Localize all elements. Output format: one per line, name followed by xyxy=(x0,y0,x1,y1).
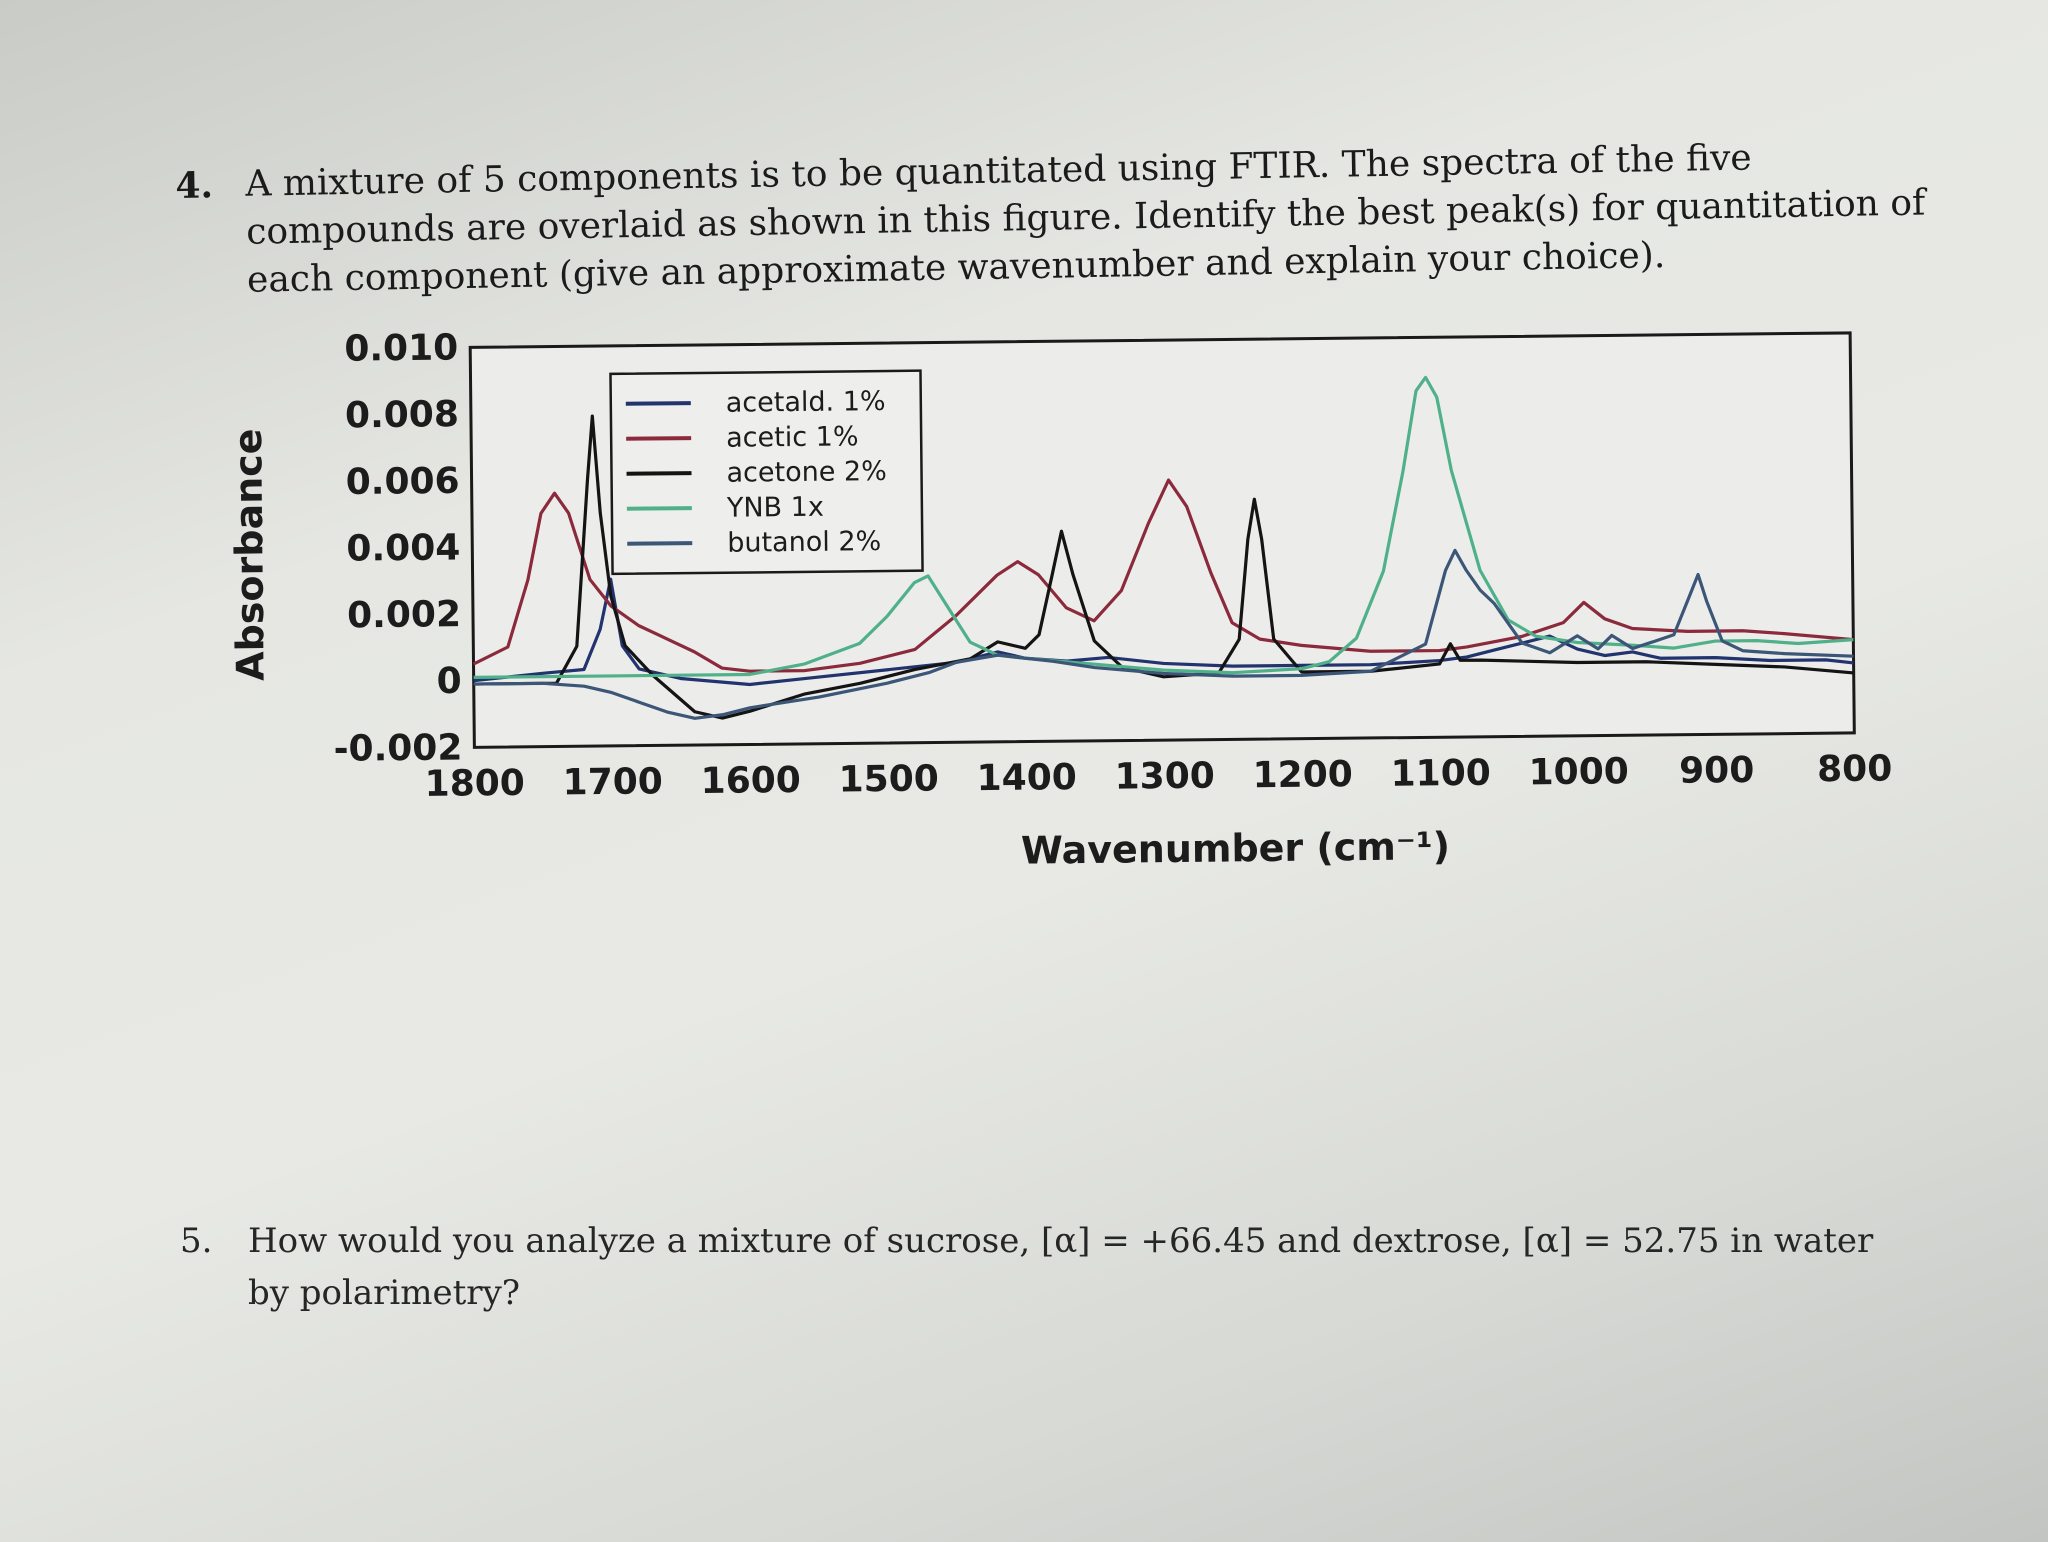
x-tick-label: 900 xyxy=(1679,750,1755,792)
question-5-text: How would you analyze a mixture of sucro… xyxy=(248,1215,1873,1319)
legend-label: butanol 2% xyxy=(727,526,881,559)
x-tick-label: 1100 xyxy=(1390,753,1491,795)
legend: acetald. 1% acetic 1% acetone 2% YNB 1x … xyxy=(609,369,924,576)
series-line xyxy=(473,577,1854,687)
legend-label: acetic 1% xyxy=(726,421,859,453)
x-tick-label: 1200 xyxy=(1252,754,1353,796)
x-tick-labels: 1800 1700 1600 1500 1400 1300 1200 1100 … xyxy=(424,749,1892,805)
y-tick-label: 0.008 xyxy=(345,394,459,436)
legend-swatch xyxy=(626,506,692,511)
x-tick-label: 1300 xyxy=(1114,756,1215,798)
x-tick-label: 1600 xyxy=(700,760,801,802)
y-tick-label: 0 xyxy=(436,661,461,702)
question-4: 4. A mixture of 5 components is to be qu… xyxy=(175,132,1926,300)
x-tick-label: 1700 xyxy=(562,761,663,803)
series-line xyxy=(473,548,1854,720)
y-tick-label: 0.002 xyxy=(347,594,461,636)
series-line xyxy=(473,414,1854,720)
y-tick-label: 0.010 xyxy=(344,328,458,370)
x-tick-label: 1800 xyxy=(424,763,525,805)
legend-swatch xyxy=(627,541,693,546)
y-tick-labels: 0.010 0.008 0.006 0.004 0.002 0 -0.002 xyxy=(333,328,462,770)
legend-label: acetald. 1% xyxy=(726,386,886,419)
series-line xyxy=(473,375,1854,679)
legend-label: acetone 2% xyxy=(726,456,887,489)
ftir-spectra-chart: 0.010 0.008 0.006 0.004 0.002 0 -0.002 1… xyxy=(226,328,1892,873)
x-tick-label: 1000 xyxy=(1528,751,1629,793)
series-lines xyxy=(472,375,1854,720)
question-5-line: How would you analyze a mixture of sucro… xyxy=(248,1221,1874,1261)
x-tick-label: 1500 xyxy=(838,758,939,800)
y-axis-label: Absorbance xyxy=(226,428,273,681)
legend-swatch xyxy=(626,436,692,441)
x-tick-label: 800 xyxy=(1817,749,1893,791)
question-4-number: 4. xyxy=(175,164,214,207)
legend-label: YNB 1x xyxy=(726,492,824,524)
legend-box xyxy=(609,369,924,576)
question-5-number: 5. xyxy=(180,1221,213,1261)
x-tick-label: 1400 xyxy=(976,757,1077,799)
question-4-text: A mixture of 5 components is to be quant… xyxy=(245,131,1927,304)
y-tick-label: 0.004 xyxy=(346,527,460,569)
series-line xyxy=(472,478,1854,673)
x-axis-label: Wavenumber (cm⁻¹) xyxy=(1021,824,1450,872)
legend-swatch xyxy=(626,471,692,476)
y-tick-label: 0.006 xyxy=(346,461,460,503)
legend-swatch xyxy=(625,401,691,406)
y-tick-label: -0.002 xyxy=(333,727,462,769)
question-5-line: by polarimetry? xyxy=(248,1273,520,1313)
